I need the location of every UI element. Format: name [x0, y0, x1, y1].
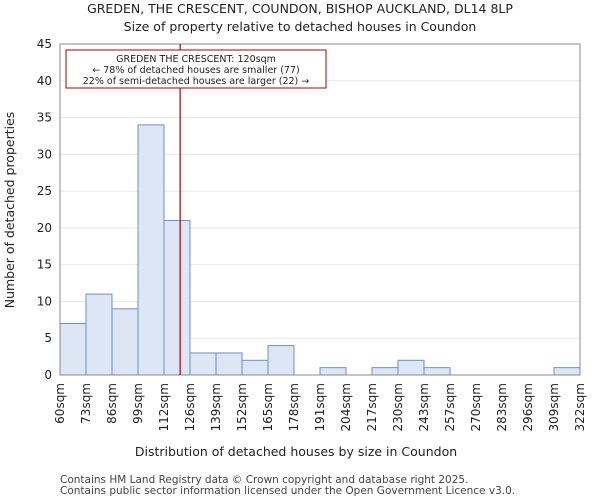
y-tick-label: 20: [37, 221, 52, 235]
y-tick-label: 45: [37, 37, 52, 51]
bar-217sqm: [371, 367, 399, 376]
x-tick-label: 283sqm: [495, 383, 509, 431]
x-tick-label: 86sqm: [105, 383, 119, 424]
annotation-box: GREDEN THE CRESCENT: 120sqm ← 78% of det…: [65, 49, 327, 89]
x-tick-label: 230sqm: [391, 383, 405, 431]
footer-line-2: Contains public sector information licen…: [60, 485, 515, 497]
bar-139sqm: [215, 352, 243, 376]
x-tick-label: 257sqm: [443, 383, 457, 431]
x-tick-label: 191sqm: [313, 383, 327, 431]
y-tick-label: 30: [37, 147, 52, 161]
axes: [59, 43, 581, 376]
x-tick-label: 217sqm: [365, 383, 379, 431]
bars: [59, 124, 581, 376]
footer-line-1: Contains HM Land Registry data © Crown c…: [60, 474, 468, 486]
x-tick-label: 165sqm: [261, 383, 275, 431]
bar-165sqm: [267, 345, 295, 376]
x-tick-label: 112sqm: [157, 383, 171, 431]
bar-60sqm: [59, 323, 87, 376]
x-tick-label: 296sqm: [521, 383, 535, 431]
chart-title: GREDEN, THE CRESCENT, COUNDON, BISHOP AU…: [87, 1, 513, 16]
bar-126sqm: [189, 352, 217, 376]
bar-191sqm: [319, 367, 347, 376]
y-tick-label: 25: [37, 184, 52, 198]
bar-243sqm: [423, 367, 451, 376]
bar-112sqm: [163, 220, 191, 376]
y-axis-label: Number of detached properties: [2, 112, 17, 309]
bar-230sqm: [397, 359, 425, 376]
x-tick-label: 126sqm: [183, 383, 197, 431]
bar-73sqm: [85, 293, 113, 376]
x-tick-labels: 60sqm 73sqm 86sqm 99sqm 112sqm 126sqm 139sqm 15…: [53, 383, 587, 431]
bar-152sqm: [241, 359, 269, 376]
x-tick-label: 60sqm: [53, 383, 67, 424]
chart-subtitle: Size of property relative to detached ho…: [124, 19, 477, 34]
y-tick-label: 40: [37, 74, 52, 88]
y-tick-label: 10: [37, 294, 52, 308]
x-tick-label: 243sqm: [417, 383, 431, 431]
plot-frame: [59, 43, 581, 376]
bar-309sqm: [553, 367, 581, 376]
bar-86sqm: [111, 308, 139, 376]
y-tick-label: 5: [44, 331, 52, 345]
x-axis-label: Distribution of detached houses by size …: [135, 444, 457, 459]
x-tick-label: 139sqm: [209, 383, 223, 431]
x-tick-label: 99sqm: [131, 383, 145, 424]
x-tick-label: 178sqm: [287, 383, 301, 431]
x-tick-label: 73sqm: [79, 383, 93, 424]
annotation-line-2: ← 78% of detached houses are smaller (77…: [92, 65, 299, 76]
x-tick-label: 309sqm: [547, 383, 561, 431]
x-tick-label: 270sqm: [469, 383, 483, 431]
x-tick-label: 152sqm: [235, 383, 249, 431]
y-tick-label: 15: [37, 258, 52, 272]
y-tick-label: 0: [44, 368, 52, 382]
x-tick-label: 322sqm: [573, 383, 587, 431]
annotation-frame: [65, 49, 327, 89]
x-tick-label: 204sqm: [339, 383, 353, 431]
annotation-line-1: GREDEN THE CRESCENT: 120sqm: [116, 54, 276, 65]
annotation-line-3: 22% of semi-detached houses are larger (…: [83, 76, 310, 87]
y-tick-label: 35: [37, 111, 52, 125]
y-tick-labels: 0 5 10 15 20 25 30 35 40 45: [37, 37, 52, 382]
bar-99sqm: [137, 124, 165, 376]
